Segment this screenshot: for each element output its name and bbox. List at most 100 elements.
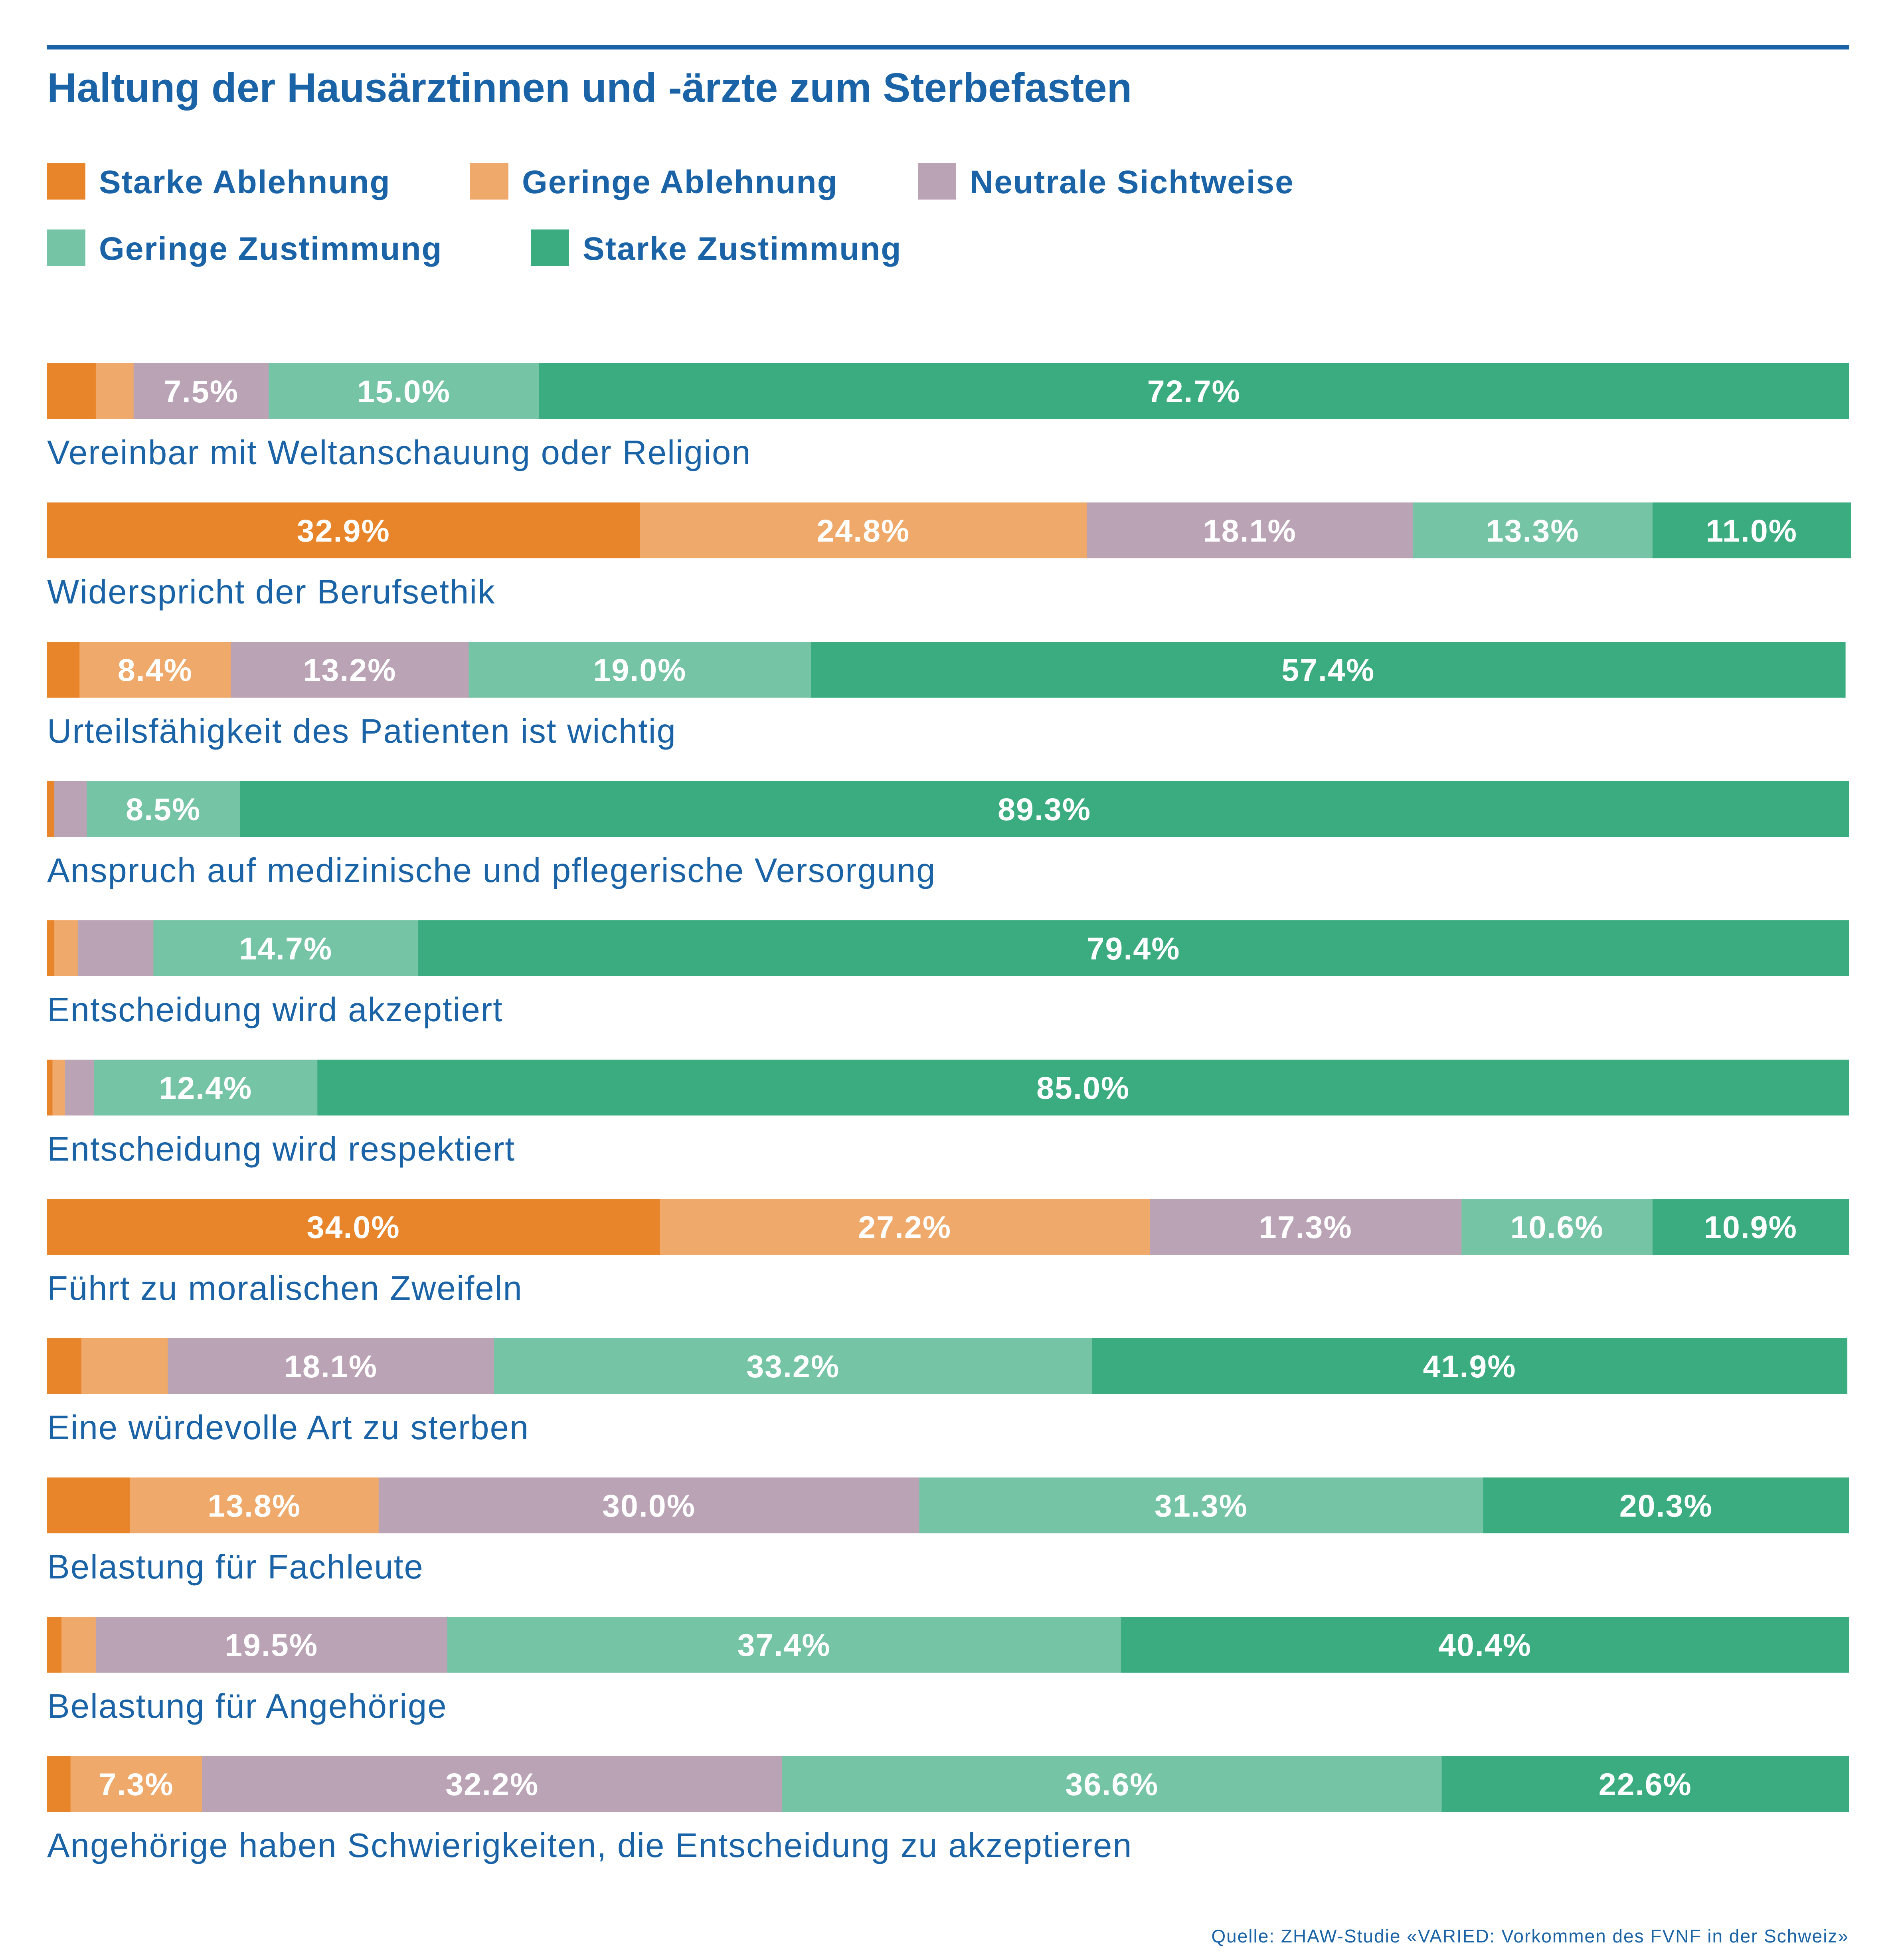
- bar-segment: [1092, 1338, 1848, 1394]
- bar-segment: [47, 1756, 71, 1812]
- data-label: 8.4%: [118, 652, 193, 688]
- category-label: Entscheidung wird akzeptiert: [47, 991, 503, 1029]
- bar-segment: [1652, 1199, 1849, 1255]
- category-label: Belastung für Fachleute: [47, 1548, 424, 1586]
- bars: 7.5% 15.0% 72.7% Vereinbar mit Weltanschauu…: [47, 363, 1851, 1865]
- data-label: 22.6%: [1599, 1766, 1692, 1802]
- bar-segment: [231, 642, 469, 698]
- data-label: 57.4%: [1281, 652, 1375, 688]
- bar-segment: [240, 781, 1849, 837]
- category-label: Führt zu moralischen Zweifeln: [47, 1270, 523, 1307]
- category-label: Vereinbar mit Weltanschauung oder Religi…: [47, 434, 751, 472]
- data-label: 10.9%: [1704, 1209, 1797, 1245]
- data-label: 85.0%: [1036, 1070, 1130, 1106]
- category-label: Belastung für Angehörige: [47, 1687, 447, 1725]
- bar-segment: [1441, 1756, 1849, 1812]
- bar-segment: [1413, 502, 1653, 558]
- bar-segment: [494, 1338, 1093, 1394]
- data-label: 8.5%: [126, 791, 201, 827]
- legend-swatch-starke-zustimmung: [531, 229, 569, 266]
- data-label: 20.3%: [1619, 1488, 1713, 1523]
- bar-segment: [133, 363, 269, 419]
- category-label: Anspruch auf medizinische und pflegerisc…: [47, 852, 936, 890]
- data-label: 19.5%: [225, 1627, 318, 1663]
- data-label: 31.3%: [1155, 1488, 1248, 1523]
- category-label: Urteilsfähigkeit des Patienten ist wicht…: [47, 712, 676, 750]
- data-label: 13.3%: [1486, 513, 1580, 548]
- data-label: 7.3%: [99, 1766, 174, 1802]
- bar-segment: [782, 1756, 1442, 1812]
- legend-label-starke-ablehnung: Starke Ablehnung: [99, 164, 391, 200]
- data-label: 24.8%: [817, 513, 910, 548]
- legend: Starke Ablehnung Geringe Ablehnung Neutral…: [47, 163, 1294, 267]
- bar-segment: [130, 1477, 379, 1533]
- bar-segment: [469, 642, 811, 698]
- bar-segment: [269, 363, 540, 419]
- data-label: 17.3%: [1259, 1209, 1352, 1245]
- source-note: Quelle: ZHAW-Studie «VARIED: Vorkommen d…: [1211, 1926, 1849, 1946]
- bar-segment: [1087, 502, 1413, 558]
- bar-segment: [919, 1477, 1484, 1533]
- data-label: 14.7%: [239, 931, 332, 966]
- bar-segment: [153, 920, 419, 976]
- data-label: 13.8%: [208, 1488, 301, 1523]
- bar-segment: [47, 1338, 82, 1394]
- bar-segment: [47, 1060, 53, 1115]
- category-label: Entscheidung wird respektiert: [47, 1130, 515, 1168]
- data-label: 10.6%: [1510, 1209, 1604, 1245]
- data-label: 7.5%: [164, 374, 239, 409]
- data-label: 32.2%: [445, 1766, 539, 1802]
- bar-segment: [47, 363, 96, 419]
- category-label: Angehörige haben Schwierigkeiten, die En…: [47, 1827, 1133, 1865]
- bar-segment: [640, 502, 1087, 558]
- data-label: 11.0%: [1706, 513, 1797, 548]
- bar-segment: [47, 642, 80, 698]
- legend-swatch-geringe-ablehnung: [470, 163, 508, 200]
- chart-title: Haltung der Hausärztinnen und -ärzte zum…: [47, 65, 1132, 111]
- bar-segment: [1483, 1477, 1849, 1533]
- data-label: 33.2%: [746, 1349, 840, 1384]
- bar-segment: [539, 363, 1849, 419]
- bar-segment: [47, 1477, 130, 1533]
- bar-segment: [168, 1338, 494, 1394]
- bar-segment: [95, 1617, 447, 1673]
- legend-label-geringe-ablehnung: Geringe Ablehnung: [522, 164, 838, 200]
- data-label: 41.9%: [1423, 1349, 1516, 1384]
- bar-segment: [1461, 1199, 1653, 1255]
- data-label: 15.0%: [357, 374, 451, 409]
- legend-swatch-neutrale-sichtweise: [918, 163, 956, 200]
- bar-segment: [47, 781, 55, 837]
- bar-segment: [54, 920, 78, 976]
- bar-segment: [1652, 502, 1851, 558]
- bar-segment: [47, 1617, 62, 1673]
- data-label: 79.4%: [1087, 931, 1180, 966]
- category-label: Eine würdevolle Art zu sterben: [47, 1409, 529, 1447]
- bar-segment: [47, 920, 55, 976]
- bar-segment: [65, 1060, 94, 1115]
- data-label: 27.2%: [858, 1209, 951, 1245]
- bar-segment: [54, 781, 87, 837]
- bar-segment: [317, 1060, 1849, 1115]
- bar-segment: [70, 1756, 202, 1812]
- bar-segment: [61, 1617, 96, 1673]
- legend-swatch-starke-ablehnung: [47, 163, 85, 200]
- data-label: 32.9%: [297, 513, 390, 548]
- bar-segment: [660, 1199, 1150, 1255]
- data-label: 18.1%: [1203, 513, 1297, 548]
- bar-segment: [378, 1477, 919, 1533]
- data-label: 34.0%: [307, 1209, 400, 1245]
- bar-segment: [87, 781, 240, 837]
- data-label: 36.6%: [1065, 1766, 1159, 1802]
- bar-segment: [95, 363, 134, 419]
- bar-segment: [418, 920, 1849, 976]
- data-label: 40.4%: [1438, 1627, 1532, 1663]
- bar-segment: [202, 1756, 783, 1812]
- data-label: 13.2%: [303, 652, 396, 688]
- legend-label-neutrale-sichtweise: Neutrale Sichtweise: [970, 164, 1294, 200]
- data-label: 30.0%: [602, 1488, 696, 1523]
- bar-segment: [77, 920, 154, 976]
- category-label: Widerspricht der Berufsethik: [47, 573, 496, 611]
- bar-segment: [47, 1199, 660, 1255]
- bar-segment: [52, 1060, 65, 1115]
- data-label: 37.4%: [737, 1627, 831, 1663]
